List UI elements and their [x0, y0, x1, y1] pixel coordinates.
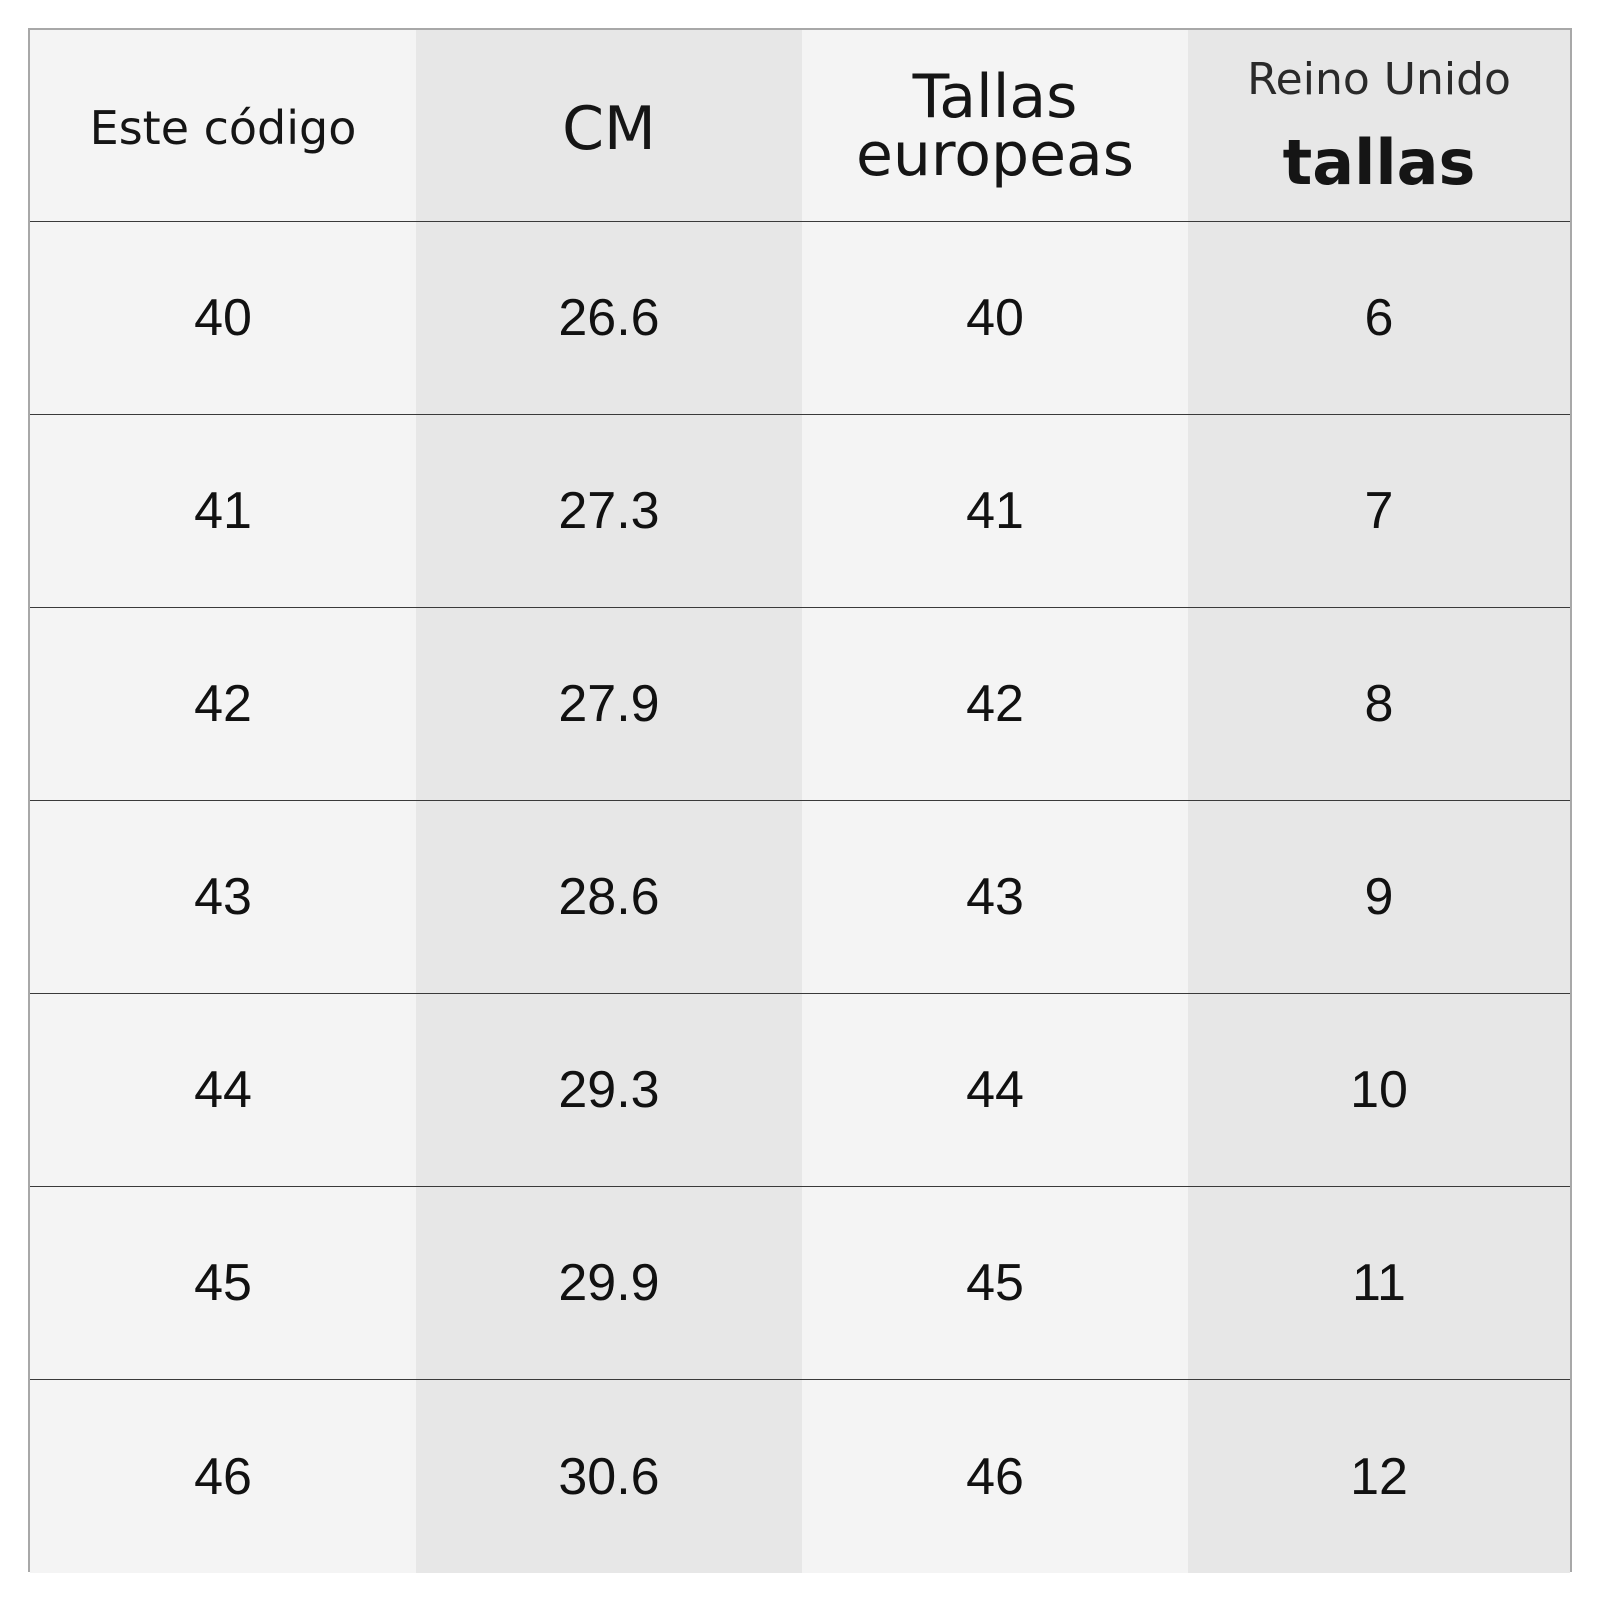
table-cell-uk: 9 [1188, 801, 1570, 994]
header-eu: Tallas europeas [802, 30, 1188, 222]
table-cell-eu: 44 [802, 994, 1188, 1187]
table-cell-code: 43 [30, 801, 416, 994]
table-cell-code: 45 [30, 1187, 416, 1380]
header-code-label: Este código [89, 100, 357, 155]
table-cell-uk: 10 [1188, 994, 1570, 1187]
table-cell-cm: 27.9 [416, 608, 802, 801]
header-cm-label: CM [562, 93, 656, 164]
header-eu-label-line1: Tallas [912, 61, 1078, 132]
size-chart-grid: Este código CM Tallas europeas Reino Uni… [30, 30, 1570, 1573]
header-uk-label-line2: tallas [1282, 125, 1476, 199]
header-uk-label-line1: Reino Unido [1247, 53, 1511, 105]
table-cell-uk: 6 [1188, 222, 1570, 415]
table-cell-code: 41 [30, 415, 416, 608]
table-cell-eu: 43 [802, 801, 1188, 994]
table-cell-uk: 8 [1188, 608, 1570, 801]
table-cell-cm: 27.3 [416, 415, 802, 608]
header-eu-label-line2: europeas [855, 119, 1135, 190]
table-cell-cm: 29.3 [416, 994, 802, 1187]
header-uk: Reino Unido tallas [1188, 30, 1570, 222]
table-cell-eu: 40 [802, 222, 1188, 415]
table-cell-code: 44 [30, 994, 416, 1187]
table-cell-eu: 46 [802, 1380, 1188, 1573]
table-cell-uk: 11 [1188, 1187, 1570, 1380]
table-cell-code: 42 [30, 608, 416, 801]
table-cell-eu: 42 [802, 608, 1188, 801]
table-cell-cm: 30.6 [416, 1380, 802, 1573]
table-cell-cm: 28.6 [416, 801, 802, 994]
header-code: Este código [30, 30, 416, 222]
header-cm: CM [416, 30, 802, 222]
table-cell-eu: 41 [802, 415, 1188, 608]
table-cell-code: 46 [30, 1380, 416, 1573]
table-cell-uk: 7 [1188, 415, 1570, 608]
table-cell-cm: 26.6 [416, 222, 802, 415]
table-cell-eu: 45 [802, 1187, 1188, 1380]
table-cell-code: 40 [30, 222, 416, 415]
size-chart-table: Este código CM Tallas europeas Reino Uni… [28, 28, 1572, 1573]
table-cell-cm: 29.9 [416, 1187, 802, 1380]
table-cell-uk: 12 [1188, 1380, 1570, 1573]
